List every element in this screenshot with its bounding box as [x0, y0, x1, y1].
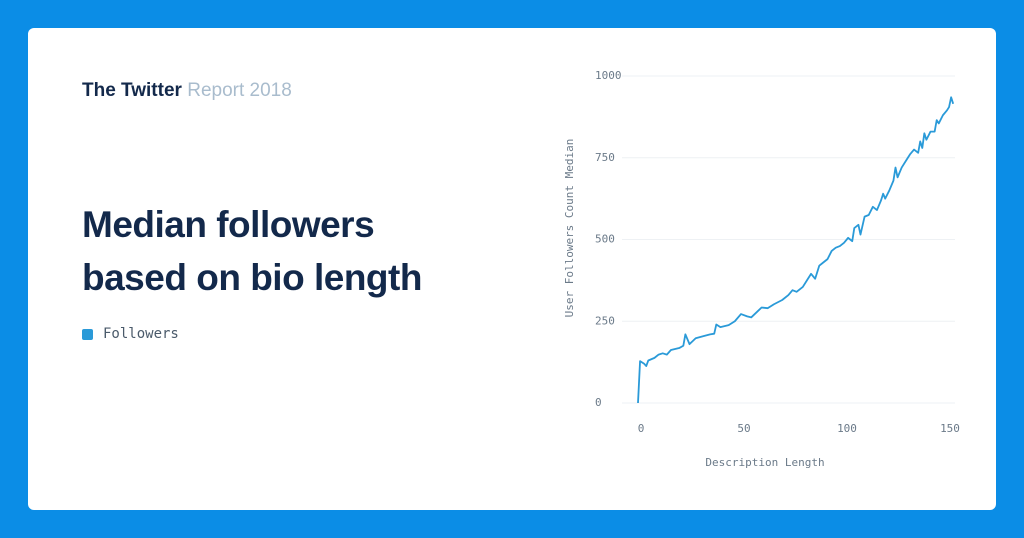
legend-swatch	[82, 328, 93, 340]
y-tick-label: 1000	[595, 69, 622, 82]
report-name: Report 2018	[187, 80, 292, 101]
line	[637, 96, 955, 404]
brand-name: The Twitter	[82, 80, 182, 101]
y-tick-label: 750	[595, 151, 615, 164]
legend-label: Followers	[103, 326, 179, 342]
x-tick-label: 150	[940, 422, 960, 435]
brand: The Twitter Report 2018	[82, 80, 292, 102]
y-tick-label: 500	[595, 233, 615, 246]
chart-title: Median followers based on bio length	[82, 204, 422, 298]
y-axis-label: User Followers Count Median	[563, 139, 576, 318]
x-tick-label: 100	[837, 422, 857, 435]
legend: Followers	[82, 326, 179, 342]
y-tick-label: 250	[595, 314, 615, 327]
x-axis-label: Description Length	[705, 456, 824, 469]
card	[28, 28, 996, 510]
x-tick-label: 0	[638, 422, 645, 435]
y-tick-label: 0	[595, 396, 602, 409]
x-tick-label: 50	[737, 422, 750, 435]
